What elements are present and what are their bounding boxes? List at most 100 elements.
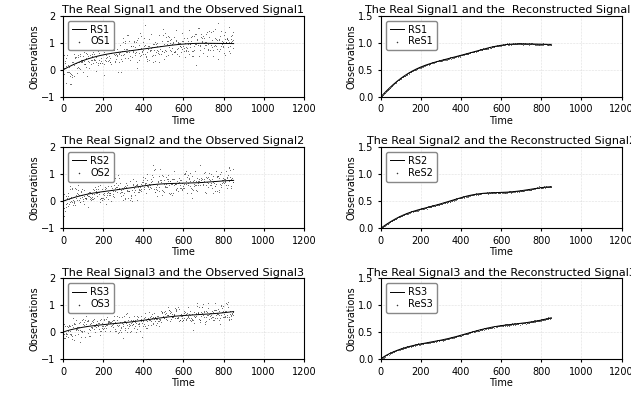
OS1: [178, 43, 188, 49]
ReS1: [433, 58, 444, 65]
ReS1: [546, 42, 556, 48]
OS3: [117, 314, 127, 320]
ReS2: [460, 193, 470, 199]
ReS3: [431, 339, 441, 345]
OS1: [123, 55, 133, 61]
ReS2: [376, 225, 386, 231]
ReS1: [525, 41, 535, 47]
OS1: [80, 61, 90, 68]
ReS2: [536, 184, 546, 191]
ReS3: [491, 323, 501, 329]
OS1: [134, 42, 144, 49]
OS2: [153, 179, 163, 185]
ReS3: [519, 320, 529, 326]
OS1: [201, 42, 211, 49]
ReS2: [413, 207, 423, 213]
OS3: [177, 313, 187, 320]
OS1: [74, 53, 85, 59]
OS3: [59, 331, 69, 338]
ReS3: [509, 321, 519, 327]
OS1: [116, 55, 126, 62]
ReS2: [510, 188, 521, 194]
Title: The Real Signal2 and the Reconstructed Signal2: The Real Signal2 and the Reconstructed S…: [367, 136, 631, 146]
OS1: [165, 40, 175, 46]
ReS1: [420, 62, 430, 68]
OS3: [58, 333, 68, 339]
ReS1: [437, 57, 447, 63]
ReS1: [534, 41, 544, 48]
ReS3: [394, 346, 404, 353]
ReS1: [398, 73, 408, 79]
OS1: [103, 58, 113, 64]
ReS2: [490, 190, 500, 196]
OS3: [197, 310, 207, 316]
OS3: [178, 317, 188, 324]
OS2: [100, 184, 110, 190]
ReS2: [406, 208, 416, 214]
ReS2: [521, 186, 531, 193]
OS2: [102, 192, 112, 198]
OS2: [66, 194, 76, 200]
OS2: [118, 192, 128, 199]
OS3: [101, 325, 111, 331]
ReS1: [376, 94, 386, 100]
OS2: [74, 192, 84, 198]
ReS1: [416, 64, 426, 70]
OS2: [208, 173, 218, 179]
OS1: [171, 27, 181, 33]
OS3: [202, 312, 212, 318]
ReS3: [454, 332, 464, 339]
OS1: [220, 52, 230, 58]
OS2: [199, 177, 209, 184]
ReS1: [401, 71, 411, 78]
ReS3: [389, 348, 399, 355]
ReS3: [519, 320, 529, 326]
ReS3: [497, 322, 507, 329]
OS3: [228, 308, 239, 315]
OS2: [163, 176, 173, 182]
OS3: [107, 318, 117, 325]
OS2: [105, 190, 115, 196]
OS2: [107, 177, 117, 183]
OS1: [95, 60, 105, 66]
ReS2: [465, 192, 475, 199]
ReS2: [384, 219, 394, 226]
OS3: [72, 326, 82, 333]
ReS1: [487, 43, 497, 50]
ReS1: [511, 40, 521, 47]
OS2: [212, 188, 222, 194]
ReS3: [396, 345, 406, 352]
ReS2: [505, 188, 515, 194]
OS1: [71, 60, 81, 66]
OS3: [145, 317, 155, 323]
ReS2: [434, 202, 444, 208]
ReS1: [543, 42, 553, 48]
OS3: [209, 307, 219, 313]
Y-axis label: Observations: Observations: [346, 24, 357, 88]
OS1: [122, 49, 133, 55]
OS3: [71, 327, 81, 333]
OS2: [195, 182, 205, 188]
ReS1: [390, 79, 400, 86]
OS3: [208, 314, 218, 320]
ReS2: [404, 210, 415, 216]
ReS2: [491, 190, 501, 196]
OS1: [225, 50, 235, 56]
OS3: [200, 319, 210, 325]
ReS2: [476, 191, 487, 197]
OS3: [83, 330, 93, 337]
RS1: [59, 68, 67, 72]
ReS2: [488, 190, 498, 196]
ReS2: [431, 202, 441, 208]
ReS2: [528, 186, 538, 192]
ReS2: [500, 189, 510, 196]
ReS2: [541, 184, 551, 190]
OS3: [90, 326, 100, 333]
ReS1: [513, 41, 523, 47]
ReS3: [456, 333, 466, 339]
ReS1: [442, 56, 452, 62]
ReS1: [412, 66, 422, 72]
ReS2: [492, 189, 502, 196]
ReS3: [494, 323, 504, 329]
ReS3: [445, 335, 455, 341]
